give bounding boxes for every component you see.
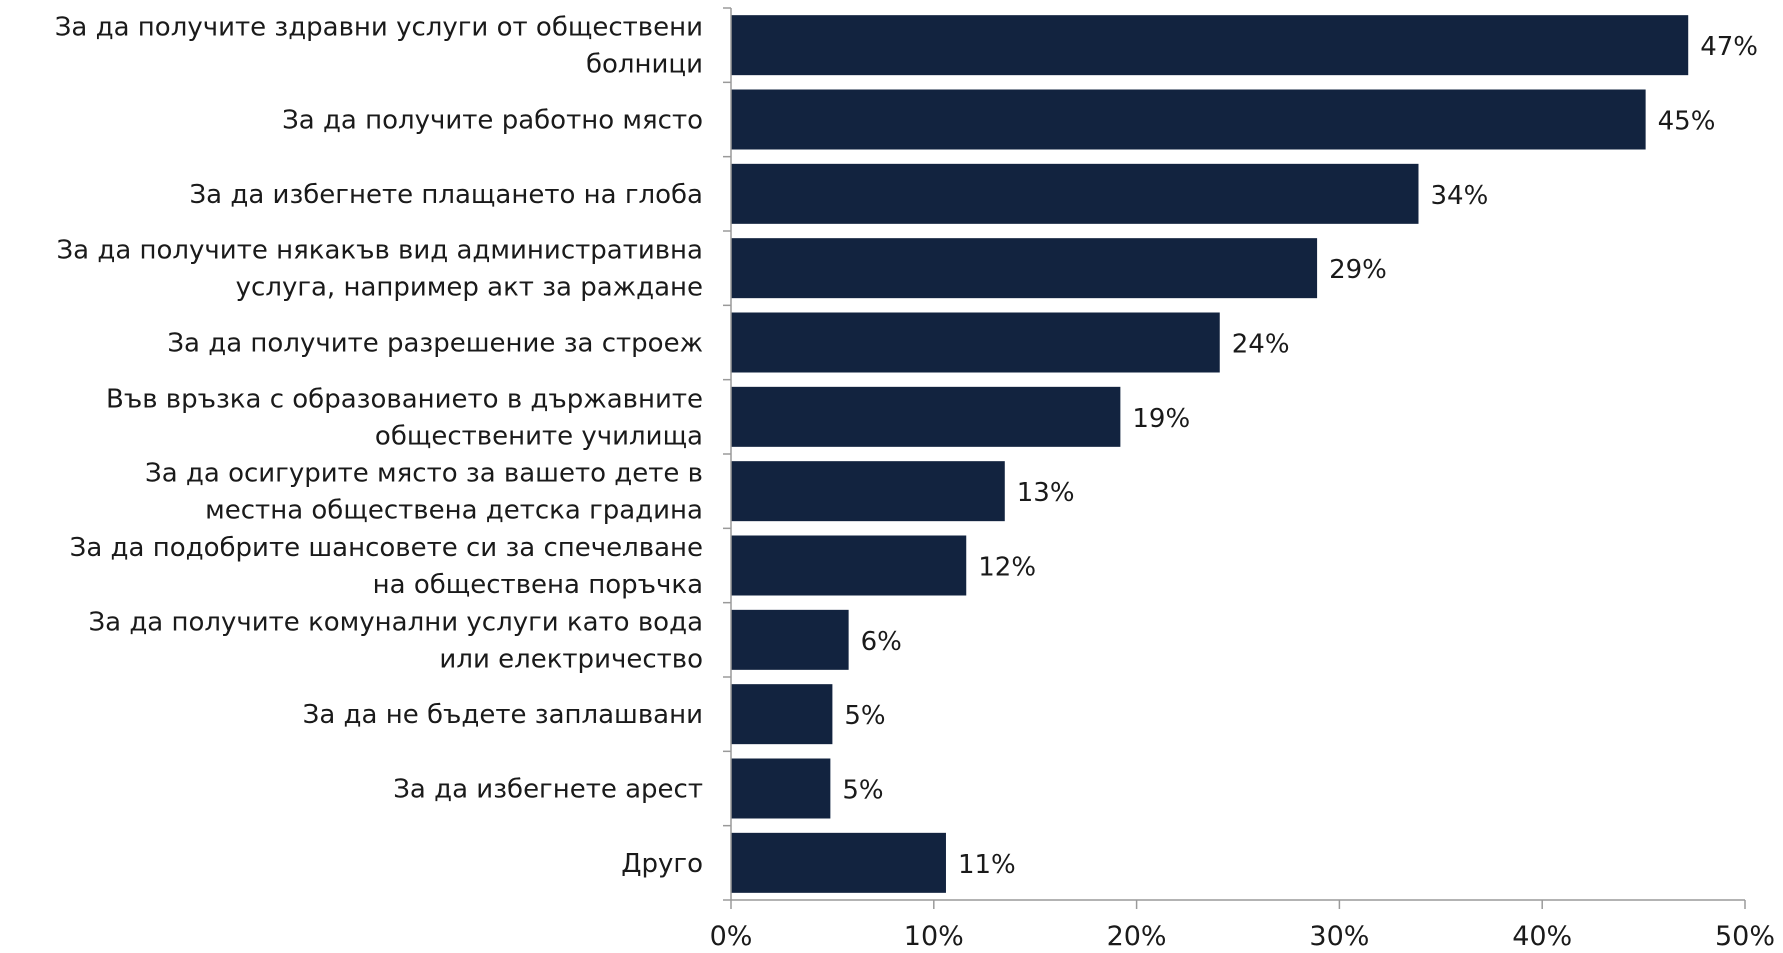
bar — [731, 89, 1646, 150]
value-label: 19% — [1132, 404, 1190, 434]
value-label: 24% — [1232, 330, 1290, 360]
category-label: За да получите работно място — [282, 106, 703, 136]
axes-group: 0% 10% 20% 30% 40% 50% — [710, 7, 1775, 952]
value-label: 47% — [1700, 32, 1758, 62]
x-tick-label: 50% — [1715, 921, 1775, 952]
category-label: За да избегнете арест — [393, 775, 703, 805]
category-label: местна обществена детска градина — [205, 496, 703, 526]
value-label: 5% — [844, 701, 885, 731]
category-label: или електричество — [439, 644, 703, 674]
bar — [731, 163, 1419, 224]
category-label: За да получите някакъв вид административ… — [56, 236, 703, 266]
value-label: 12% — [978, 553, 1036, 583]
x-tick-label: 30% — [1309, 921, 1369, 952]
bar — [731, 312, 1220, 373]
category-label: За да избегнете плащането на глоба — [190, 180, 704, 210]
bar — [731, 832, 946, 893]
bar — [731, 609, 849, 670]
category-label: За да получите комунални услуги като вод… — [88, 607, 703, 637]
category-label: Друго — [621, 849, 703, 879]
bar — [731, 758, 831, 819]
value-label: 45% — [1658, 107, 1716, 137]
category-label: За да не бъдете заплашвани — [303, 700, 703, 730]
category-label: За да получите разрешение за строеж — [167, 329, 703, 359]
bar — [731, 535, 967, 596]
category-label: Във връзка с образованието в държавните — [106, 384, 703, 414]
x-tick-label: 20% — [1107, 921, 1167, 952]
value-label: 29% — [1329, 255, 1387, 285]
value-label: 34% — [1430, 181, 1488, 211]
category-label: За да подобрите шансовете си за спечелва… — [70, 533, 703, 563]
category-label: За да получите здравни услуги от обществ… — [55, 13, 703, 43]
bar — [731, 238, 1318, 299]
value-label: 5% — [842, 776, 883, 806]
x-tick-label: 0% — [710, 921, 753, 952]
category-label: За да осигурите място за вашето дете в — [145, 459, 703, 489]
category-label: на обществена поръчка — [373, 570, 703, 600]
category-label: болници — [586, 50, 703, 80]
category-label: обществените училища — [375, 421, 703, 451]
value-label: 6% — [861, 627, 902, 657]
bar — [731, 684, 833, 745]
x-tick-label: 10% — [904, 921, 964, 952]
category-labels-group: За да получите здравни услуги от обществ… — [55, 13, 703, 879]
bar — [731, 386, 1121, 447]
bars-group — [731, 15, 1689, 893]
value-label: 13% — [1017, 478, 1075, 508]
x-tick-label: 40% — [1512, 921, 1572, 952]
value-labels-group: 47% 45% 34% 29% 24% 19% 13% 12% 6% 5% 5% 11% — [842, 32, 1758, 880]
bar — [731, 15, 1689, 76]
bar — [731, 461, 1005, 522]
category-label: услуга, например акт за раждане — [236, 273, 703, 303]
value-label: 11% — [958, 850, 1016, 880]
